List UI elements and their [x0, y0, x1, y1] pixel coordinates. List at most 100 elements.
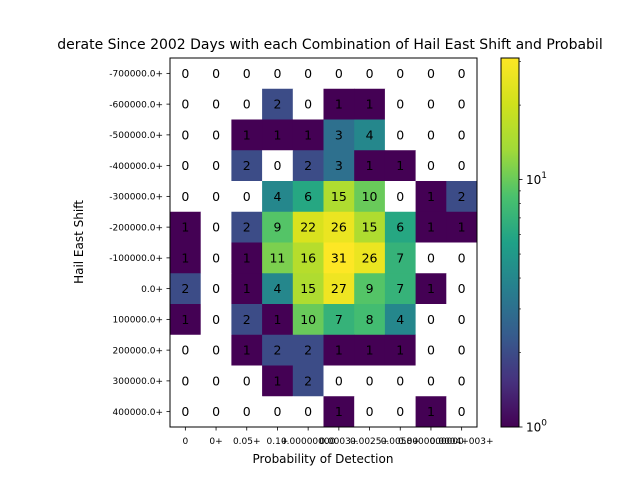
plot-frame — [169, 57, 478, 428]
cell-value-label: 1 — [273, 127, 281, 142]
heatmap-cell — [231, 119, 263, 151]
heatmap-cell — [170, 181, 202, 213]
cell-value-label: 1 — [181, 312, 189, 327]
cell-value-label: 0 — [427, 250, 435, 265]
heatmap-cell — [292, 88, 324, 120]
cell-value-label: 0 — [396, 97, 404, 112]
cell-value-label: 0 — [427, 97, 435, 112]
cell-value-label: 26 — [331, 220, 347, 235]
cell-value-label: 0 — [458, 158, 466, 173]
cell-value-label: 6 — [304, 189, 312, 204]
cell-value-label: 9 — [273, 220, 281, 235]
heatmap-cell — [354, 273, 386, 305]
cell-value-label: 2 — [243, 220, 251, 235]
heatmap-cell — [170, 396, 202, 428]
heatmap-cell — [415, 365, 447, 397]
cell-value-label: 1 — [273, 373, 281, 388]
heatmap-cell — [262, 181, 294, 213]
cell-value-label: 0 — [427, 312, 435, 327]
heatmap-cell — [262, 211, 294, 243]
x-tick-label: 0.05+ — [233, 437, 261, 447]
heatmap-cell — [262, 365, 294, 397]
heatmap-cells — [170, 58, 478, 428]
cell-value-label: 0 — [212, 373, 220, 388]
heatmap-cell — [200, 304, 232, 336]
heatmap-cell — [384, 181, 416, 213]
heatmap-cell — [262, 304, 294, 336]
y-tick-label: -200000.0+ — [109, 223, 163, 233]
heatmap-cell — [323, 242, 355, 274]
cell-value-label: 0 — [458, 66, 466, 81]
cell-value-label: 1 — [181, 220, 189, 235]
cell-value-label: 0 — [243, 373, 251, 388]
cell-value-label: 0 — [335, 373, 343, 388]
heatmap-cell — [200, 88, 232, 120]
cell-value-label: 0 — [212, 189, 220, 204]
y-axis-ticks: -700000.0+ -600000.0+ -500000.0+ -400000.0+… — [109, 70, 170, 418]
cell-value-label: 1 — [427, 220, 435, 235]
heatmap-cell — [200, 242, 232, 274]
colorbar-tick-label: 100 — [526, 419, 547, 435]
cell-value-label: 0 — [212, 220, 220, 235]
cell-value-label: 10 — [362, 189, 378, 204]
heatmap-cell — [292, 211, 324, 243]
cell-value-label: 7 — [396, 281, 404, 296]
cell-value-label: 1 — [243, 281, 251, 296]
cell-value-label: 1 — [335, 343, 343, 358]
heatmap-cell — [170, 273, 202, 305]
heatmap-cell — [262, 88, 294, 120]
heatmap-cell — [384, 211, 416, 243]
heatmap-cell — [200, 273, 232, 305]
y-tick-label: -500000.0+ — [109, 131, 163, 141]
heatmap-cell — [446, 365, 478, 397]
heatmap-cell — [170, 58, 202, 90]
cell-value-label: 2 — [243, 312, 251, 327]
cell-value-label: 1 — [427, 404, 435, 419]
y-tick-label: 200000.0+ — [113, 346, 163, 356]
x-tick-label: 0.0025+ — [350, 437, 389, 447]
x-tick-label: 0.0000000000 — [398, 437, 464, 447]
heatmap-cell — [292, 242, 324, 274]
cell-value-label: 0 — [458, 127, 466, 142]
cell-value-label: 0 — [458, 343, 466, 358]
cell-value-label: 0 — [335, 66, 343, 81]
cell-value-label: 7 — [335, 312, 343, 327]
cell-value-label: 1 — [366, 343, 374, 358]
heatmap-cell — [292, 119, 324, 151]
heatmap-cell — [200, 181, 232, 213]
heatmap-cell — [415, 58, 447, 90]
heatmap-cell — [354, 150, 386, 182]
cell-value-label: 0 — [427, 66, 435, 81]
cell-value-label: 0 — [212, 404, 220, 419]
heatmap-cell — [354, 396, 386, 428]
cell-value-label: 0 — [181, 343, 189, 358]
cell-value-label: 3 — [335, 158, 343, 173]
x-axis-label: Probability of Detection — [253, 452, 394, 466]
cell-value-label: 0 — [181, 373, 189, 388]
cell-value-label: 2 — [273, 97, 281, 112]
cell-value-label: 2 — [304, 343, 312, 358]
heatmap-cell — [231, 150, 263, 182]
y-tick-label: -700000.0+ — [109, 70, 163, 80]
heatmap-cell — [170, 242, 202, 274]
heatmap-cell — [292, 181, 324, 213]
heatmap-cell — [384, 119, 416, 151]
cell-value-label: 1 — [304, 127, 312, 142]
cell-value-label: 0 — [212, 127, 220, 142]
cell-value-label: 26 — [362, 250, 378, 265]
cell-value-label: 0 — [427, 127, 435, 142]
cell-value-label: 0 — [212, 66, 220, 81]
heatmap-cell — [200, 58, 232, 90]
cell-value-label: 1 — [366, 97, 374, 112]
cell-value-label: 2 — [304, 158, 312, 173]
cell-value-label: 0 — [427, 373, 435, 388]
cell-value-label: 7 — [396, 250, 404, 265]
heatmap-cell — [231, 396, 263, 428]
heatmap-cell — [231, 273, 263, 305]
heatmap-cell — [323, 304, 355, 336]
y-tick-label: 400000.0+ — [113, 408, 163, 418]
y-tick-label: -600000.0+ — [109, 100, 163, 110]
cell-value-label: 1 — [243, 343, 251, 358]
chart-title: derate Since 2002 Days with each Combina… — [57, 37, 602, 53]
x-tick-label: 0.0058+ — [381, 437, 420, 447]
